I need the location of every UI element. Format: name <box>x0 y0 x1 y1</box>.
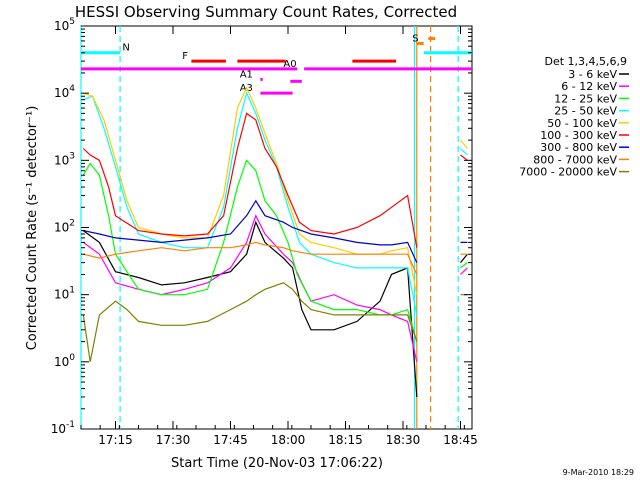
series-line-1 <box>82 214 468 362</box>
footer-date: 9-Mar-2010 18:29 <box>563 468 634 477</box>
x-tick-label-0: 17:15 <box>98 433 133 447</box>
y-tick-label-1: 100 <box>54 353 75 369</box>
legend-label-7: 800 - 7000 keV <box>533 153 617 166</box>
y-tick-label-6: 105 <box>54 17 75 33</box>
legend-label-2: 12 - 25 keV <box>554 92 617 105</box>
legend-title: Det 1,3,4,5,6,9 <box>544 55 627 68</box>
legend-label-0: 3 - 6 keV <box>568 68 617 81</box>
x-axis-ticks: 17:15 17:30 17:45 18:00 18:15 18:30 18:45 <box>80 26 478 447</box>
legend-label-4: 50 - 100 keV <box>547 117 617 130</box>
series-line-7 <box>83 241 468 275</box>
y-tick-label-2: 101 <box>54 286 75 302</box>
series-line-3 <box>83 91 468 316</box>
series-line-5 <box>82 112 468 248</box>
chart-title: HESSI Observing Summary Count Rates, Cor… <box>75 3 457 21</box>
x-tick-label-1: 17:30 <box>156 433 191 447</box>
flag-label-3: F <box>182 51 188 62</box>
x-axis-label: Start Time (20-Nov-03 17:06:22) <box>171 456 383 471</box>
x-tick-label-6: 18:45 <box>443 433 478 447</box>
y-axis-label: Corrected Count Rate (s⁻¹ detector⁻¹) <box>25 106 40 351</box>
flag-label-4: A0 <box>283 59 296 70</box>
x-tick-label-4: 18:15 <box>328 433 363 447</box>
y-tick-label-5: 104 <box>54 84 75 100</box>
legend-label-1: 6 - 12 keV <box>561 80 617 93</box>
series-line-6 <box>83 199 468 263</box>
x-tick-label-3: 18:00 <box>271 433 306 447</box>
vertical-lines <box>80 26 459 429</box>
flag-label-6: A1 <box>240 69 253 80</box>
legend-label-6: 300 - 800 keV <box>540 141 617 154</box>
y-tick-label-0: 10-1 <box>51 420 75 436</box>
legend-label-3: 25 - 50 keV <box>554 105 617 118</box>
y-tick-label-4: 103 <box>54 151 75 167</box>
series-line-2 <box>82 159 468 342</box>
y-tick-label-3: 102 <box>54 219 75 235</box>
legend-label-8: 7000 - 20000 keV <box>519 166 617 179</box>
legend-label-5: 100 - 300 keV <box>540 129 617 142</box>
flag-label-0: N <box>122 43 129 54</box>
flag-label-1: S <box>412 33 418 44</box>
series-line-4 <box>83 86 468 295</box>
x-tick-label-5: 18:30 <box>386 433 421 447</box>
series-lines <box>82 86 468 398</box>
x-tick-label-2: 17:45 <box>213 433 248 447</box>
